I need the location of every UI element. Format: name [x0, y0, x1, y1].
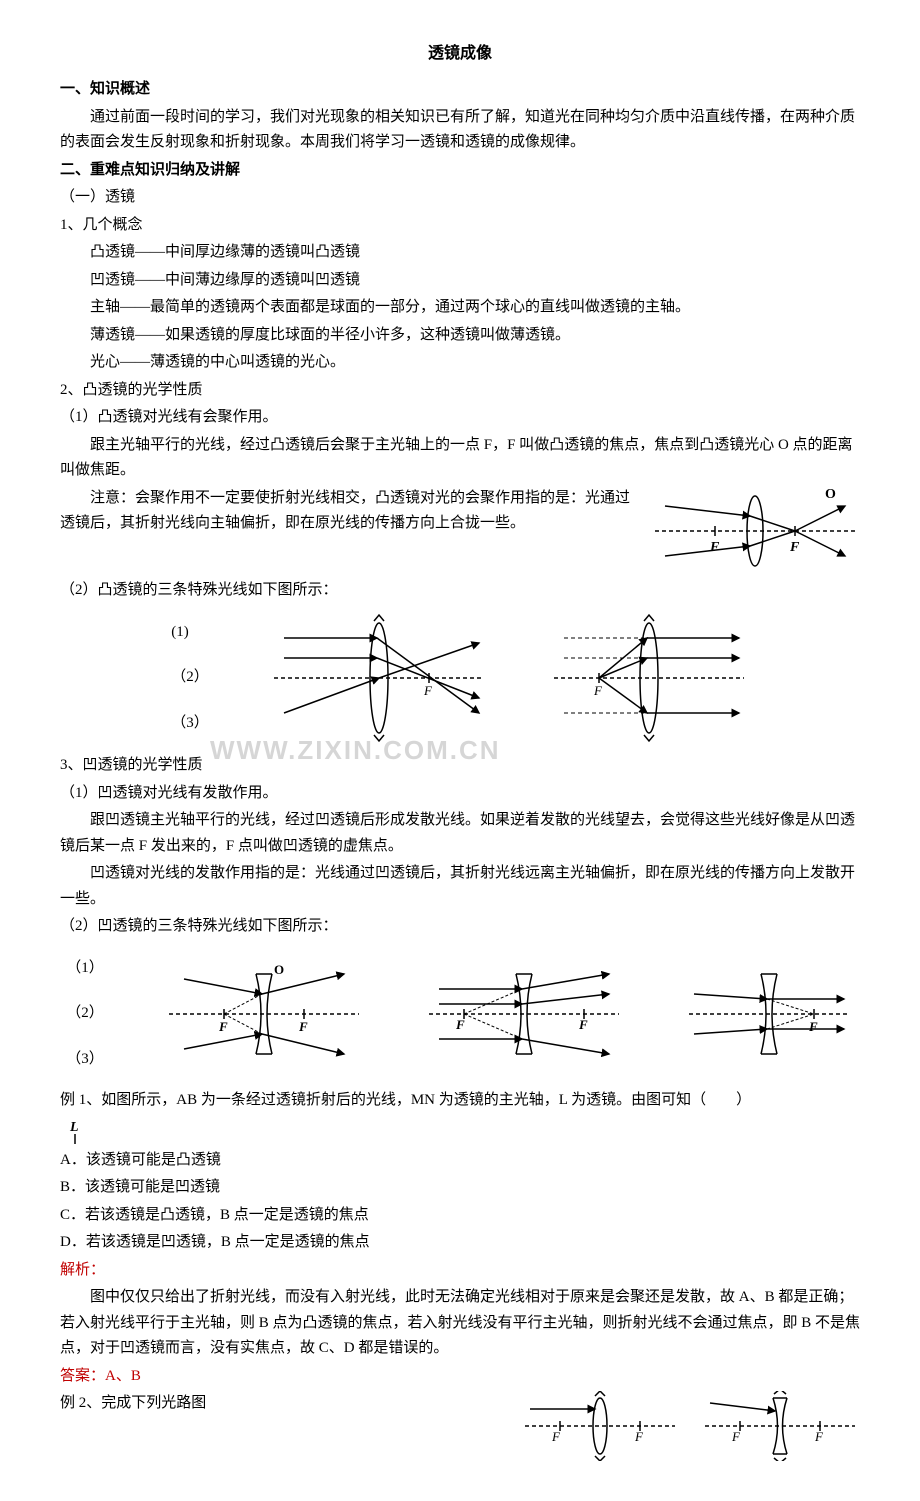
- svg-text:L: L: [69, 1120, 79, 1135]
- example1-option-b: B．该透镜可能是凹透镜: [60, 1175, 860, 1201]
- convex-focus-diagram: F F O: [650, 486, 860, 576]
- svg-text:F: F: [423, 683, 433, 698]
- analysis-body: 图中仅仅只给出了折射光线，而没有入射光线，此时无法确定光线相对于原来是会聚还是发…: [60, 1285, 860, 1362]
- convex-ray-label-1: (1): [171, 614, 209, 652]
- convex-three-rays: （2）凸透镜的三条特殊光线如下图所示：: [60, 578, 860, 604]
- svg-text:F: F: [814, 1429, 824, 1444]
- convex-rays-diagram-row: (1) （2） （3） F F: [60, 613, 860, 743]
- convex-rays-diagram-2: F: [549, 613, 749, 743]
- concave-ray-label-2: （2）: [66, 995, 104, 1033]
- def-convex: 凸透镜——中间厚边缘薄的透镜叫凸透镜: [60, 240, 860, 266]
- example1-option-c: C．若该透镜是凸透镜，B 点一定是透镜的焦点: [60, 1203, 860, 1229]
- svg-text:F: F: [709, 540, 720, 555]
- convex-converge: （1）凸透镜对光线有会聚作用。: [60, 405, 860, 431]
- def-center: 光心——薄透镜的中心叫透镜的光心。: [60, 350, 860, 376]
- example1-option-d: D．若该透镜是凹透镜，B 点一定是透镜的焦点: [60, 1230, 860, 1256]
- concave-body2: 凹透镜对光线的发散作用指的是：光线通过凹透镜后，其折射光线远离主光轴偏折，即在原…: [60, 861, 860, 912]
- subsection-lens: （一）透镜: [60, 185, 860, 211]
- concave-focus-diagram: F F O: [164, 964, 364, 1064]
- answer-label: 答案：A、B: [60, 1364, 860, 1390]
- concave-body1: 跟凹透镜主光轴平行的光线，经过凹透镜后形成发散光线。如果逆着发散的光线望去，会觉…: [60, 808, 860, 859]
- concave-ray-label-1: （1）: [66, 950, 104, 988]
- svg-text:F: F: [551, 1429, 561, 1444]
- example1-diagram: L: [60, 1116, 860, 1146]
- page-title: 透镜成像: [60, 40, 860, 67]
- concave-ray-label-3: （3）: [66, 1041, 104, 1079]
- section1-body: 通过前面一段时间的学习，我们对光现象的相关知识已有所了解，知道光在同种均匀介质中…: [60, 105, 860, 156]
- convex-body1: 跟主光轴平行的光线，经过凸透镜后会聚于主光轴上的一点 F，F 叫做凸透镜的焦点，…: [60, 433, 860, 484]
- def-concave: 凹透镜——中间薄边缘厚的透镜叫凹透镜: [60, 268, 860, 294]
- svg-text:F: F: [298, 1019, 308, 1034]
- concave-three-rays: （2）凹透镜的三条特殊光线如下图所示：: [60, 914, 860, 940]
- def-thin: 薄透镜——如果透镜的厚度比球面的半径小许多，这种透镜叫做薄透镜。: [60, 323, 860, 349]
- svg-text:O: O: [825, 487, 836, 502]
- concave-props-header: 3、凹透镜的光学性质: [60, 753, 860, 779]
- svg-text:F: F: [731, 1429, 741, 1444]
- convex-rays-diagram-1: F: [269, 613, 489, 743]
- analysis-label: 解析：: [60, 1258, 860, 1284]
- section1-header: 一、知识概述: [60, 77, 860, 103]
- svg-text:F: F: [808, 1019, 818, 1034]
- concave-diverge: （1）凹透镜对光线有发散作用。: [60, 781, 860, 807]
- concave-rays-diagram-1: F F: [424, 964, 624, 1064]
- example1: 例 1、如图所示，AB 为一条经过透镜折射后的光线，MN 为透镜的主光轴，L 为…: [60, 1088, 860, 1114]
- convex-ray-label-3: （3）: [171, 705, 209, 743]
- example1-option-a: A．该透镜可能是凸透镜: [60, 1148, 860, 1174]
- convex-ray-label-2: （2）: [171, 659, 209, 697]
- example2-diagrams: F F F F: [520, 1391, 860, 1461]
- section2-header: 二、重难点知识归纳及讲解: [60, 158, 860, 184]
- svg-text:O: O: [274, 964, 284, 977]
- concave-rays-diagram-2: F: [684, 964, 854, 1064]
- svg-text:F: F: [455, 1017, 465, 1032]
- svg-text:F: F: [593, 683, 603, 698]
- svg-text:F: F: [789, 540, 800, 555]
- convex-props-header: 2、凸透镜的光学性质: [60, 378, 860, 404]
- def-axis: 主轴——最简单的透镜两个表面都是球面的一部分，通过两个球心的直线叫做透镜的主轴。: [60, 295, 860, 321]
- svg-text:F: F: [634, 1429, 644, 1444]
- concave-rays-diagram-row: （1） （2） （3） F F O: [60, 950, 860, 1079]
- svg-text:F: F: [578, 1017, 588, 1032]
- concepts-header: 1、几个概念: [60, 213, 860, 239]
- svg-text:F: F: [218, 1019, 228, 1034]
